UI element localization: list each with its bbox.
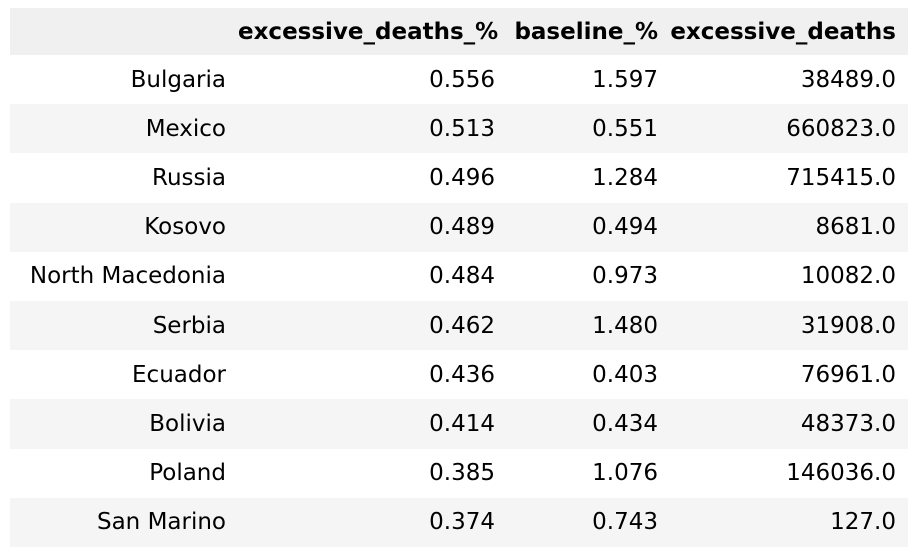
row-index-country: Bolivia [149, 410, 226, 437]
row-index-country: Serbia [152, 312, 226, 339]
cell-excessive-deaths-pct: 0.496 [429, 164, 495, 191]
row-index-country: Bulgaria [130, 66, 226, 93]
cell-baseline-pct: 0.403 [592, 361, 658, 388]
cell-baseline-pct: 0.551 [592, 115, 658, 142]
row-index-country: Poland [149, 460, 226, 487]
table-row: Poland 0.385 1.076 146036.0 [10, 448, 908, 498]
row-index-country: Mexico [145, 115, 226, 142]
cell-excessive-deaths: 10082.0 [800, 263, 896, 290]
row-index-country: Russia [152, 164, 226, 191]
cell-baseline-pct: 0.973 [592, 263, 658, 290]
cell-excessive-deaths-pct: 0.489 [429, 214, 495, 241]
cell-baseline-pct: 0.434 [592, 410, 658, 437]
row-index-country: Ecuador [132, 361, 226, 388]
cell-excessive-deaths-pct: 0.513 [429, 115, 495, 142]
cell-excessive-deaths-pct: 0.462 [429, 312, 495, 339]
column-header-baseline-pct: baseline_% [514, 18, 658, 45]
cell-excessive-deaths: 8681.0 [815, 214, 896, 241]
cell-excessive-deaths: 660823.0 [786, 115, 896, 142]
row-index-country: Kosovo [144, 214, 226, 241]
cell-excessive-deaths-pct: 0.385 [429, 460, 495, 487]
cell-excessive-deaths: 31908.0 [800, 312, 896, 339]
column-header-excessive-deaths: excessive_deaths [670, 18, 896, 45]
cell-excessive-deaths: 127.0 [830, 509, 896, 536]
cell-baseline-pct: 1.284 [592, 164, 658, 191]
table-body: Bulgaria 0.556 1.597 38489.0 Mexico 0.51… [10, 55, 908, 547]
cell-excessive-deaths-pct: 0.436 [429, 361, 495, 388]
cell-baseline-pct: 0.743 [592, 509, 658, 536]
cell-excessive-deaths: 38489.0 [800, 66, 896, 93]
table-row: Russia 0.496 1.284 715415.0 [10, 153, 908, 203]
column-header-excessive-deaths-pct: excessive_deaths_% [238, 18, 499, 45]
cell-excessive-deaths: 715415.0 [786, 164, 896, 191]
cell-excessive-deaths: 76961.0 [800, 361, 896, 388]
dataframe-table-container: excessive_deaths_% baseline_% excessive_… [10, 8, 908, 547]
table-row: Mexico 0.513 0.551 660823.0 [10, 104, 908, 154]
cell-excessive-deaths: 48373.0 [800, 410, 896, 437]
cell-excessive-deaths-pct: 0.484 [429, 263, 495, 290]
cell-excessive-deaths-pct: 0.556 [429, 66, 495, 93]
cell-excessive-deaths-pct: 0.414 [429, 410, 495, 437]
index-header [10, 8, 238, 55]
table-row: Kosovo 0.489 0.494 8681.0 [10, 202, 908, 252]
table-row: Ecuador 0.436 0.403 76961.0 [10, 350, 908, 400]
cell-baseline-pct: 1.076 [592, 460, 658, 487]
table-row: San Marino 0.374 0.743 127.0 [10, 497, 908, 547]
cell-baseline-pct: 1.480 [592, 312, 658, 339]
row-index-country: San Marino [96, 509, 226, 536]
table-header: excessive_deaths_% baseline_% excessive_… [10, 8, 908, 55]
cell-baseline-pct: 0.494 [592, 214, 658, 241]
table-row: Serbia 0.462 1.480 31908.0 [10, 300, 908, 351]
table-row: Bolivia 0.414 0.434 48373.0 [10, 399, 908, 449]
table-row: Bulgaria 0.556 1.597 38489.0 [10, 55, 908, 105]
row-index-country: North Macedonia [29, 263, 226, 290]
table-row: North Macedonia 0.484 0.973 10082.0 [10, 251, 908, 301]
header-row: excessive_deaths_% baseline_% excessive_… [10, 8, 908, 55]
cell-baseline-pct: 1.597 [592, 66, 658, 93]
cell-excessive-deaths-pct: 0.374 [429, 509, 495, 536]
dataframe-table: excessive_deaths_% baseline_% excessive_… [10, 8, 908, 547]
cell-excessive-deaths: 146036.0 [786, 460, 896, 487]
